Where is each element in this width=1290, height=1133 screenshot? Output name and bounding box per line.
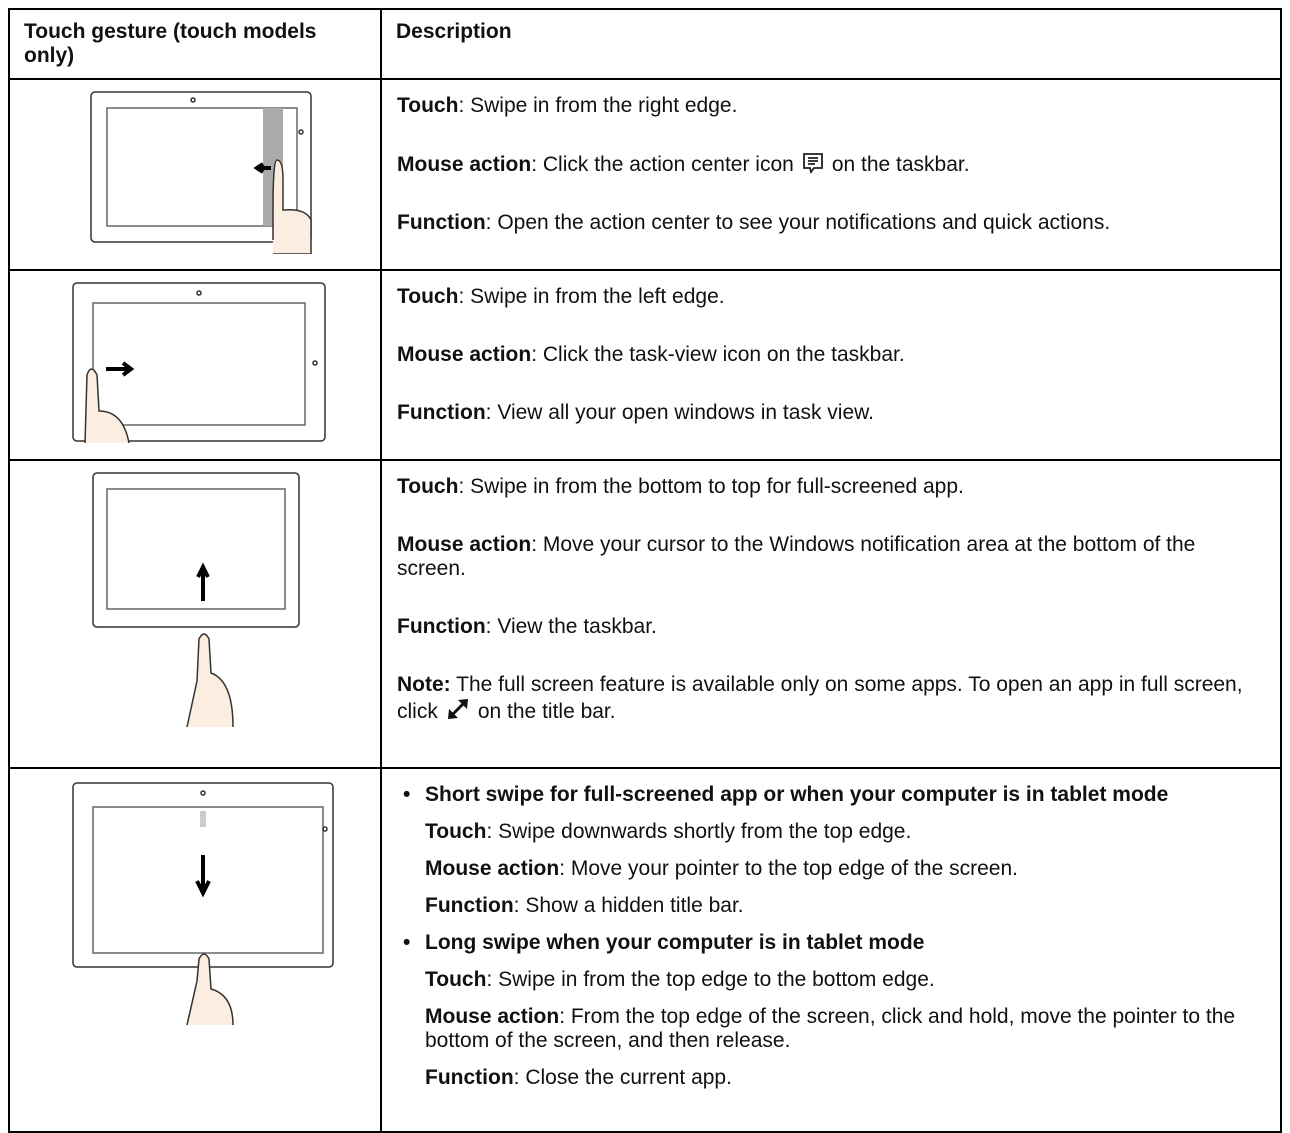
- text: : Click the task-view icon on the taskba…: [531, 343, 905, 366]
- paragraph: Note: The full screen feature is availab…: [397, 673, 1266, 724]
- label: Note:: [397, 673, 451, 696]
- label: Mouse action: [397, 533, 532, 556]
- row: Short swipe for full-screened app or whe…: [8, 767, 1282, 1133]
- label: Mouse action: [425, 857, 560, 880]
- full-screen-icon: [447, 699, 468, 719]
- illustration: [90, 91, 312, 255]
- paragraph: Function: Show a hidden title bar.: [425, 894, 1266, 918]
- text: The full screen feature is available onl…: [397, 673, 1243, 723]
- text: : Close the current app.: [513, 1066, 732, 1089]
- text: : Swipe in from the left edge.: [458, 285, 725, 308]
- paragraph: Mouse action: From the top edge of the s…: [425, 1005, 1266, 1053]
- bullet-heading: Long swipe when your computer is in tabl…: [425, 931, 925, 954]
- text: : Show a hidden title bar.: [513, 894, 744, 917]
- text: : Move your pointer to the top edge of t…: [559, 857, 1018, 880]
- label: Touch: [397, 285, 459, 308]
- header-row: Touch gesture (touch models only) Descri…: [8, 8, 1282, 80]
- label: Function: [425, 1066, 514, 1089]
- paragraph: Function: View all your open windows in …: [397, 401, 1266, 425]
- illustration: [92, 472, 300, 728]
- paragraph: Function: Open the action center to see …: [397, 211, 1266, 235]
- paragraph: Mouse action: Move your cursor to the Wi…: [397, 533, 1266, 581]
- label: Touch: [425, 820, 487, 843]
- paragraph: Function: Close the current app.: [425, 1066, 1266, 1090]
- bullet-heading: Short swipe for full-screened app or whe…: [425, 783, 1169, 806]
- illustration-cell: [8, 767, 382, 1133]
- text: : Swipe in from the top edge to the bott…: [486, 968, 935, 991]
- header-cell: Touch gesture (touch models only): [8, 8, 382, 80]
- text: : Open the action center to see your not…: [485, 211, 1111, 234]
- paragraph: Touch: Swipe downwards shortly from the …: [425, 820, 1266, 844]
- text: : View all your open windows in task vie…: [485, 401, 874, 424]
- label: Touch: [397, 475, 459, 498]
- text: : View the taskbar.: [485, 615, 657, 638]
- description-cell: Touch: Swipe in from the right edge. Mous…: [380, 78, 1282, 271]
- text: : From the top edge of the screen, click…: [425, 1005, 1236, 1052]
- label: Function: [397, 401, 486, 424]
- label: Touch: [425, 968, 487, 991]
- illustration-cell: [8, 269, 382, 461]
- paragraph: Mouse action: Move your pointer to the t…: [425, 857, 1266, 881]
- paragraph: Mouse action: Click the action center ic…: [397, 152, 1266, 177]
- paragraph: Touch: Swipe in from the right edge.: [397, 94, 1266, 118]
- row: Touch: Swipe in from the left edge. Mouse…: [8, 269, 1282, 461]
- text: : Move your cursor to the Windows notifi…: [397, 533, 1196, 580]
- label: Touch: [397, 94, 459, 117]
- row: Touch: Swipe in from the bottom to top f…: [8, 459, 1282, 769]
- action-center-icon: [802, 153, 823, 175]
- illustration: [72, 782, 334, 1026]
- text: on the title bar.: [477, 700, 616, 723]
- illustration: [72, 282, 326, 444]
- bullet: Long swipe when your computer is in tabl…: [397, 931, 1266, 955]
- text: : Swipe in from the right edge.: [458, 94, 738, 117]
- description-cell: Short swipe for full-screened app or whe…: [380, 767, 1282, 1133]
- text: : Swipe downwards shortly from the top e…: [486, 820, 912, 843]
- label: Function: [397, 615, 486, 638]
- description-cell: Touch: Swipe in from the left edge. Mouse…: [380, 269, 1282, 461]
- label: Mouse action: [397, 153, 532, 176]
- text: on the taskbar.: [831, 153, 970, 176]
- label: Function: [397, 211, 486, 234]
- label: Mouse action: [425, 1005, 560, 1028]
- paragraph: Touch: Swipe in from the top edge to the…: [425, 968, 1266, 992]
- label: Mouse action: [397, 343, 532, 366]
- text: : Click the action center icon: [531, 153, 794, 176]
- bullet: Short swipe for full-screened app or whe…: [397, 783, 1266, 807]
- paragraph: Touch: Swipe in from the bottom to top f…: [397, 475, 1266, 499]
- paragraph: Function: View the taskbar.: [397, 615, 1266, 639]
- page: Touch gesture (touch models only) Descri…: [0, 0, 1290, 1096]
- paragraph: Mouse action: Click the task-view icon o…: [397, 343, 1266, 367]
- description-cell: Touch: Swipe in from the bottom to top f…: [380, 459, 1282, 769]
- illustration-cell: [8, 459, 382, 769]
- text: : Swipe in from the bottom to top for fu…: [458, 475, 964, 498]
- illustration-cell: [8, 78, 382, 271]
- gesture-table: Touch gesture (touch models only) Descri…: [8, 8, 1282, 1133]
- header-cell: Description: [380, 8, 1282, 80]
- row: Touch: Swipe in from the right edge. Mous…: [8, 78, 1282, 271]
- label: Function: [425, 894, 514, 917]
- paragraph: Touch: Swipe in from the left edge.: [397, 285, 1266, 309]
